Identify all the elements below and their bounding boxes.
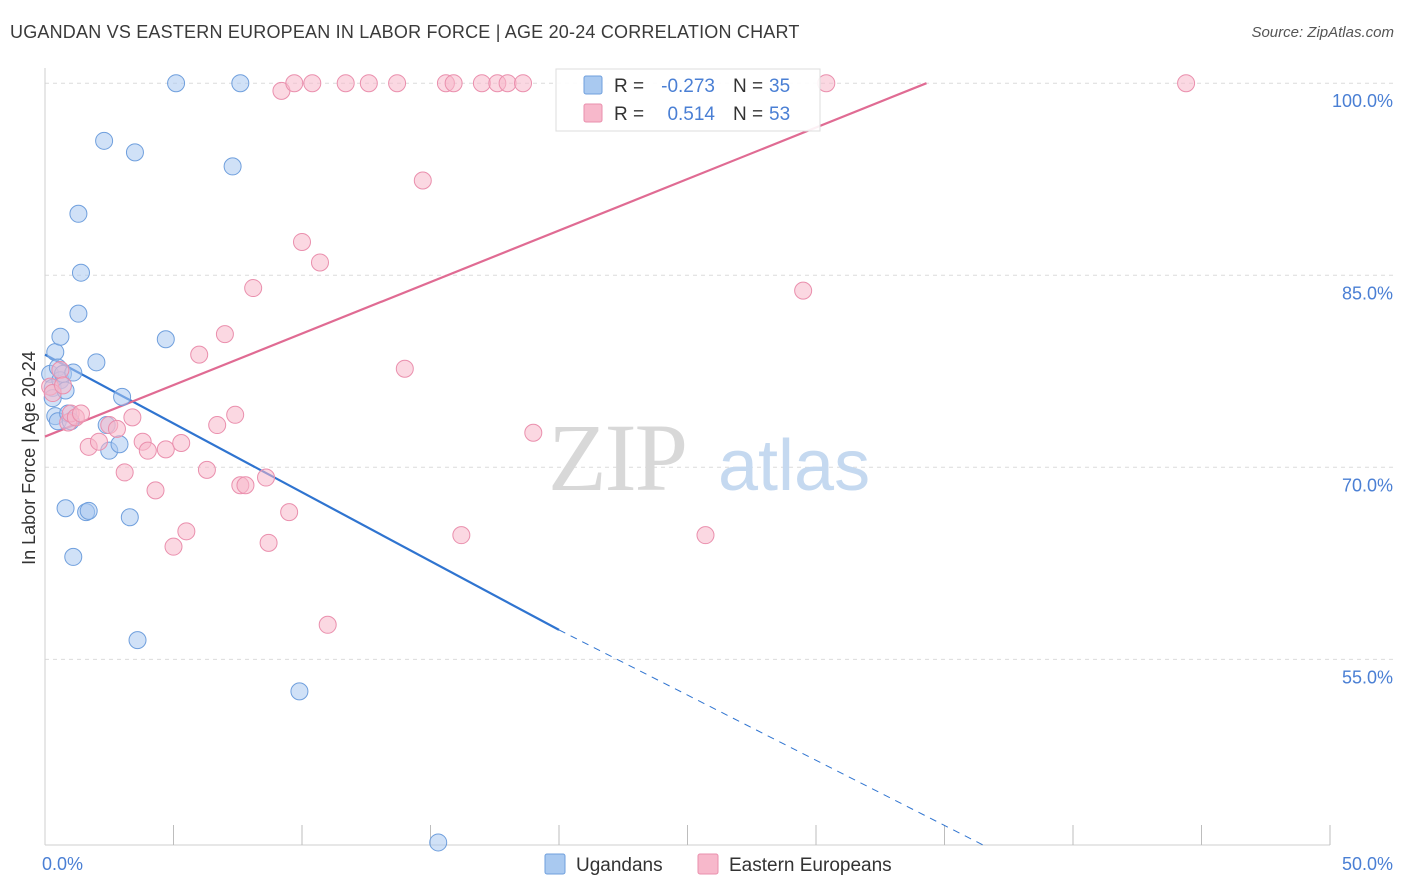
eastern-legend-swatch (583, 103, 603, 123)
source-credit: Source: ZipAtlas.com (1251, 24, 1394, 41)
ugandans-point (51, 327, 70, 346)
ugandans-point (231, 74, 250, 93)
eastern-point (123, 408, 142, 427)
ugandans-point (125, 143, 144, 162)
eastern-point (226, 405, 245, 424)
ugandans-point (110, 435, 129, 454)
series-legend: Ugandans Eastern Europeans (544, 853, 892, 876)
r-label: R = (614, 76, 644, 97)
eastern-point (794, 281, 813, 300)
eastern-point (524, 423, 543, 442)
eastern-point (696, 526, 715, 545)
data-points (41, 74, 1196, 852)
ugandans-point (156, 330, 175, 349)
ugandans-trend-extension (558, 629, 984, 846)
ugandans-legend-swatch (583, 75, 603, 95)
axes: 0.0% 50.0% (42, 68, 1393, 874)
eastern-point (318, 615, 337, 634)
eastern-point (236, 476, 255, 495)
eastern-point (514, 74, 533, 93)
ugandans-point (95, 131, 114, 150)
eastern-point (107, 419, 126, 438)
n-label: N = (733, 104, 763, 125)
ugandans-point (69, 204, 88, 223)
eastern-trend-line (44, 82, 927, 438)
chart-title: UGANDAN VS EASTERN EUROPEAN IN LABOR FOR… (10, 22, 800, 42)
eastern-point (115, 463, 134, 482)
ugandans-legend-swatch (544, 853, 566, 875)
r-value: -0.273 (661, 76, 715, 97)
watermark: ZIP atlas (548, 404, 870, 511)
ugandans-point (128, 631, 147, 650)
ugandans-point (167, 74, 186, 93)
eastern-point (310, 253, 329, 272)
eastern-point (452, 526, 471, 545)
eastern-point (197, 460, 216, 479)
eastern-point (444, 74, 463, 93)
y-axis-label: In Labor Force | Age 20-24 (19, 351, 39, 565)
ugandans-point (79, 501, 98, 520)
eastern-point (190, 345, 209, 364)
r-value: 0.514 (667, 104, 715, 125)
eastern-point (388, 74, 407, 93)
eastern-point (51, 360, 70, 379)
ugandans-trend-line (44, 353, 560, 631)
eastern-point (303, 74, 322, 93)
eastern-point (146, 481, 165, 500)
ugandans-point (120, 508, 139, 527)
x-tick-label: 50.0% (1342, 854, 1393, 874)
r-label: R = (614, 104, 644, 125)
ugandans-point (46, 343, 65, 362)
eastern-point (259, 533, 278, 552)
eastern-point (177, 522, 196, 541)
watermark-zip-text: ZIP (548, 404, 686, 511)
eastern-point (156, 440, 175, 459)
ugandans-point (71, 263, 90, 282)
y-tick-label: 100.0% (1332, 91, 1393, 111)
ugandans-point (429, 833, 448, 852)
y-tick-label: 55.0% (1342, 667, 1393, 687)
n-label: N = (733, 76, 763, 97)
x-tick-label: 0.0% (42, 854, 83, 874)
ugandans-point (113, 387, 132, 406)
eastern-point (244, 279, 263, 298)
ugandans-point (87, 353, 106, 372)
eastern-point (280, 503, 299, 522)
eastern-point (359, 74, 378, 93)
trend-lines (44, 82, 984, 846)
series-legend-label: Ugandans (576, 855, 663, 876)
ugandans-point (290, 682, 309, 701)
watermark-atlas-text: atlas (718, 426, 870, 506)
ugandans-point (69, 304, 88, 323)
eastern-point (138, 441, 157, 460)
eastern-point (498, 74, 517, 93)
eastern-legend-swatch (697, 853, 719, 875)
eastern-point (336, 74, 355, 93)
eastern-point (395, 359, 414, 378)
eastern-point (71, 404, 90, 423)
eastern-point (164, 537, 183, 556)
eastern-point (285, 74, 304, 93)
n-value: 35 (769, 76, 790, 97)
n-value: 53 (769, 104, 790, 125)
eastern-point (472, 74, 491, 93)
eastern-point (257, 468, 276, 487)
y-tick-label: 70.0% (1342, 475, 1393, 495)
gridlines: 100.0% 85.0% 70.0% 55.0% (45, 82, 1393, 687)
eastern-point (89, 432, 108, 451)
ugandans-point (64, 547, 83, 566)
eastern-point (53, 376, 72, 395)
eastern-point (413, 171, 432, 190)
eastern-point (215, 325, 234, 344)
y-tick-label: 85.0% (1342, 283, 1393, 303)
series-legend-label: Eastern Europeans (729, 855, 892, 876)
eastern-point (293, 232, 311, 251)
eastern-point (172, 433, 191, 452)
ugandans-point (56, 499, 75, 518)
eastern-point (208, 416, 227, 435)
eastern-point (1177, 74, 1196, 93)
ugandans-point (223, 157, 242, 176)
stats-legend: R = -0.273 N = 35 R = 0.514 N = 53 (555, 68, 821, 132)
